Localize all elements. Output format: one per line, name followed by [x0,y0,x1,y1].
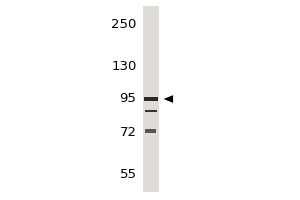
Text: 130: 130 [111,60,136,72]
Polygon shape [164,95,173,103]
Text: 55: 55 [119,168,136,180]
Text: 72: 72 [119,127,136,140]
Text: 250: 250 [111,18,136,30]
Bar [142,6,159,192]
Bar [145,110,157,112]
Bar [146,129,156,133]
Bar [144,97,158,101]
Text: 95: 95 [120,92,136,106]
